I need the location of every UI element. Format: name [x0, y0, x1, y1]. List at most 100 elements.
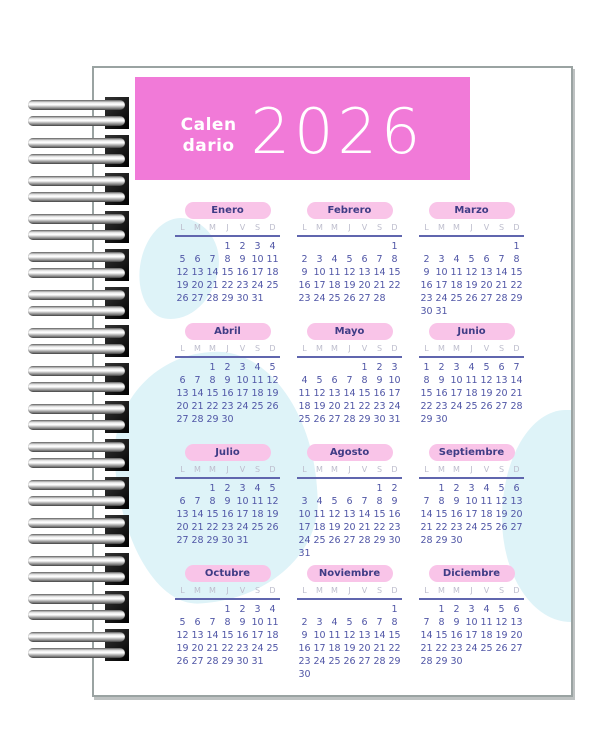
coil-wire-bar — [28, 154, 125, 164]
day-cell: 10 — [388, 375, 401, 386]
day-cell: 2 — [224, 483, 231, 494]
day-cell: 12 — [343, 267, 356, 278]
day-cell: 22 — [206, 522, 219, 533]
day-cell: 21 — [510, 388, 523, 399]
day-cell: 30 — [435, 414, 448, 425]
cover-title-line2: dario — [182, 135, 235, 156]
day-cell: 23 — [388, 522, 401, 533]
day-cell: 2 — [453, 604, 460, 615]
day-cell: 9 — [453, 496, 460, 507]
day-cell: 7 — [513, 362, 520, 373]
day-cell: 8 — [224, 254, 231, 265]
day-cell: 18 — [328, 280, 341, 291]
day-cell: 10 — [450, 375, 463, 386]
weekday-label: J — [348, 465, 351, 474]
day-cell: 30 — [221, 414, 234, 425]
day-cell: 27 — [176, 414, 189, 425]
month-name-label: Enero — [211, 205, 244, 216]
month-name-label: Abril — [214, 326, 241, 337]
day-cell: 13 — [328, 388, 341, 399]
day-cell: 11 — [465, 375, 478, 386]
day-cell: 20 — [176, 401, 189, 412]
spiral-coil — [28, 135, 129, 167]
day-cell: 21 — [206, 280, 219, 291]
empty-day-cell — [312, 603, 327, 616]
day-cell: 18 — [313, 522, 326, 533]
day-cell: 7 — [209, 617, 216, 628]
day-cell: 27 — [495, 401, 508, 412]
day-cell: 12 — [328, 509, 341, 520]
empty-day-cell — [205, 603, 220, 616]
empty-day-cell — [327, 603, 342, 616]
day-cell: 29 — [510, 293, 523, 304]
month-marzo: Marzo L M M J V S D 1 2 3 4 5 6 7 8 9 10 11 12 13 14 15 16 17 18 1… — [418, 202, 525, 323]
coil-wire-bar — [28, 534, 125, 544]
day-cell: 31 — [251, 656, 264, 667]
day-cell: 9 — [224, 375, 231, 386]
weekday-label: M — [316, 344, 323, 353]
day-cell: 17 — [251, 267, 264, 278]
day-cell: 8 — [423, 375, 430, 386]
day-cell: 26 — [495, 643, 508, 654]
day-cell: 1 — [391, 241, 398, 252]
day-cell: 21 — [343, 401, 356, 412]
spiral-coil — [28, 553, 129, 585]
spiral-coil — [28, 287, 129, 319]
day-cell: 26 — [266, 401, 279, 412]
coil-wire-bar — [28, 556, 125, 566]
day-cell: 9 — [301, 267, 308, 278]
day-cell: 23 — [435, 401, 448, 412]
day-cell: 4 — [301, 375, 308, 386]
weekday-label: D — [269, 465, 276, 474]
day-cell: 30 — [298, 669, 311, 680]
day-cell: 22 — [206, 401, 219, 412]
day-cell: 13 — [510, 617, 523, 628]
day-cell: 7 — [423, 496, 430, 507]
spiral-coil — [28, 477, 129, 509]
spiral-coil — [28, 249, 129, 281]
day-cell: 6 — [498, 362, 505, 373]
day-cell: 4 — [468, 362, 475, 373]
days-grid: 1 2 3 4 5 6 7 8 9 10 11 12 13 14 15 16 17 18 19 20 21 22 23 24 2… — [419, 482, 524, 547]
month-name-pill: Agosto — [306, 444, 393, 461]
cover-title-band: Calen dario 2026 — [135, 77, 470, 180]
day-cell: 30 — [420, 306, 433, 317]
day-cell: 25 — [298, 414, 311, 425]
day-cell: 5 — [346, 617, 353, 628]
day-cell: 12 — [465, 267, 478, 278]
empty-day-cell — [297, 482, 312, 495]
day-cell: 1 — [423, 362, 430, 373]
day-cell: 17 — [465, 509, 478, 520]
day-cell: 24 — [313, 293, 326, 304]
day-cell: 18 — [298, 401, 311, 412]
empty-day-cell — [357, 240, 372, 253]
day-cell: 31 — [435, 306, 448, 317]
empty-day-cell — [449, 240, 464, 253]
month-name-pill: Marzo — [428, 202, 515, 219]
month-name-label: Febrero — [327, 205, 372, 216]
day-cell: 22 — [435, 643, 448, 654]
day-cell: 18 — [328, 643, 341, 654]
day-cell: 21 — [495, 280, 508, 291]
day-cell: 19 — [495, 630, 508, 641]
day-cell: 29 — [373, 535, 386, 546]
day-cell: 9 — [423, 267, 430, 278]
day-cell: 3 — [316, 617, 323, 628]
day-cell: 18 — [480, 630, 493, 641]
day-cell: 13 — [358, 267, 371, 278]
weekday-label: J — [470, 465, 473, 474]
day-cell: 13 — [480, 267, 493, 278]
day-cell: 28 — [191, 535, 204, 546]
empty-day-cell — [464, 240, 479, 253]
weekday-label: L — [180, 465, 185, 474]
weekday-label: V — [483, 465, 490, 474]
day-cell: 28 — [495, 293, 508, 304]
day-cell: 3 — [239, 362, 246, 373]
day-cell: 25 — [450, 293, 463, 304]
day-cell: 30 — [450, 535, 463, 546]
day-cell: 25 — [480, 643, 493, 654]
day-cell: 16 — [420, 280, 433, 291]
empty-day-cell — [327, 240, 342, 253]
day-cell: 20 — [510, 509, 523, 520]
